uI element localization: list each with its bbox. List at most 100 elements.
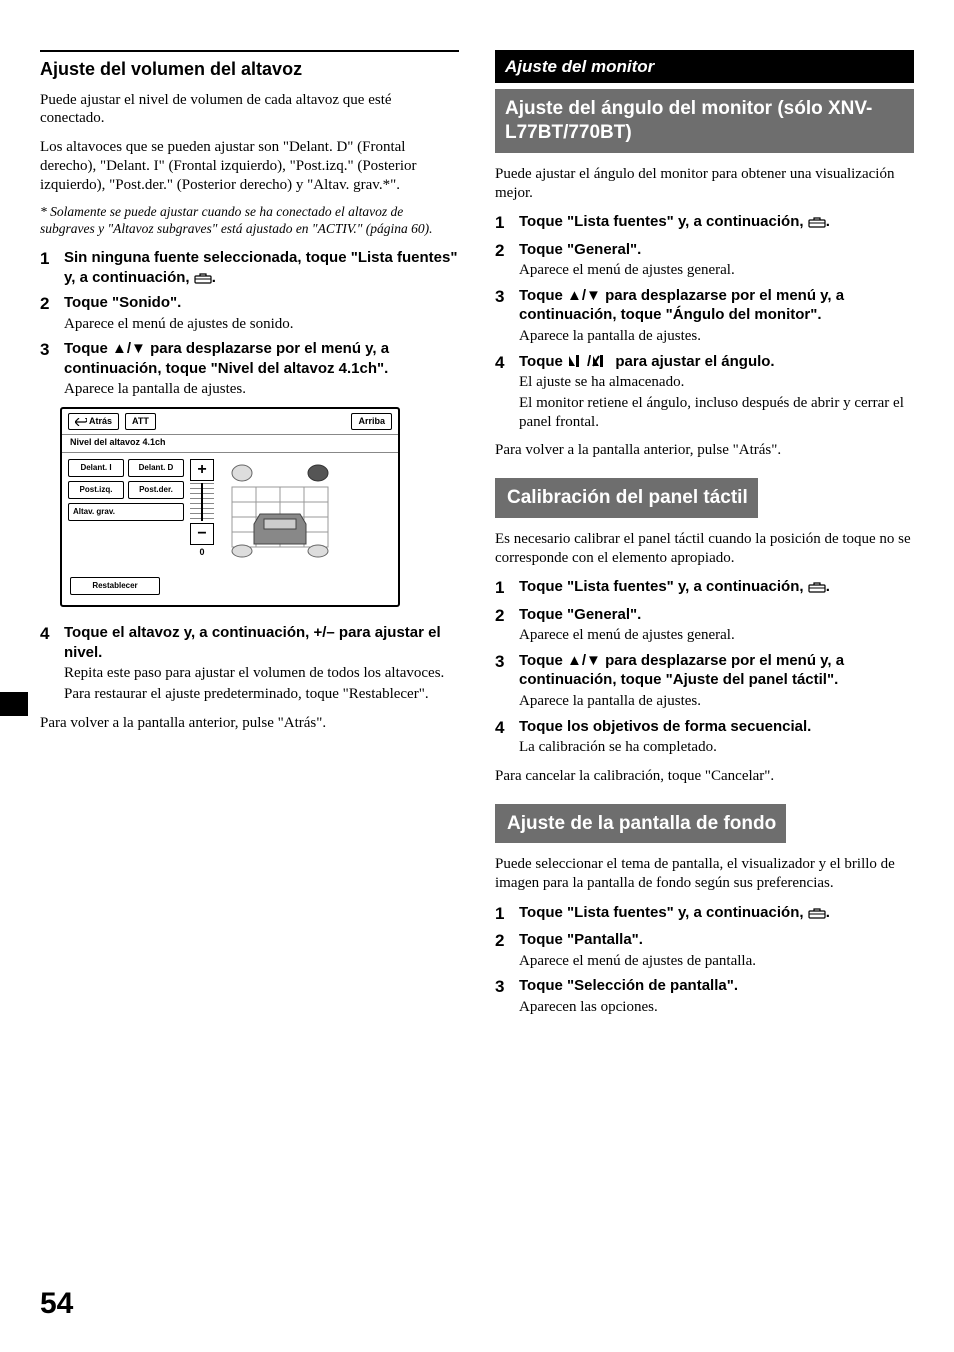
intro: Es necesario calibrar el panel táctil cu… <box>495 530 914 568</box>
step-desc: Aparece la pantalla de ajustes. <box>519 327 914 346</box>
toolbox-icon <box>808 581 826 593</box>
att-button[interactable]: ATT <box>125 413 156 430</box>
left-heading: Ajuste del volumen del altavoz <box>40 58 459 81</box>
post-der-button[interactable]: Post.der. <box>128 481 184 499</box>
step-bold: Toque los objetivos de forma secuencial. <box>519 717 914 737</box>
step: 4 Toque / para ajustar el ángulo. El aju… <box>495 352 914 432</box>
back-icon <box>75 418 87 426</box>
zero-label: 0 <box>199 547 204 558</box>
plus-minus: + − 0 <box>190 459 214 565</box>
att-label: ATT <box>132 416 149 427</box>
step-desc: Aparece el menú de ajustes de pantalla. <box>519 952 914 971</box>
altav-grav-button[interactable]: Altav. grav. <box>68 503 184 521</box>
step-desc: Aparece el menú de ajustes general. <box>519 261 914 280</box>
step-bold: Toque ▲/▼ para desplazarse por el menú y… <box>64 339 459 378</box>
minus-button[interactable]: − <box>190 523 214 545</box>
step-desc: Para restaurar el ajuste predeterminado,… <box>64 685 459 704</box>
back-button[interactable]: Atrás <box>68 413 119 430</box>
step-num: 1 <box>495 903 519 924</box>
step: 1 Toque "Lista fuentes" y, a continuació… <box>495 903 914 924</box>
speaker-buttons: Delant. I Delant. D Post.izq. Post.der. … <box>68 459 184 565</box>
ui-screenshot: Atrás ATT Arriba Nivel del altavoz 4.1ch… <box>60 407 400 607</box>
step-num: 4 <box>495 352 519 432</box>
step: 1 Toque "Lista fuentes" y, a continuació… <box>495 577 914 598</box>
step-bold: Toque el altavoz y, a continuación, +/– … <box>64 623 459 662</box>
car-diagram <box>220 459 392 565</box>
step-desc: La calibración se ha completado. <box>519 738 914 757</box>
step-bold: Toque ▲/▼ para desplazarse por el menú y… <box>519 651 914 690</box>
step-bold: Toque / para ajustar el ángulo. <box>519 352 914 372</box>
top-button[interactable]: Arriba <box>351 413 392 430</box>
step-num: 1 <box>40 248 64 287</box>
step-bold: Toque "Pantalla". <box>519 930 914 950</box>
step-num: 3 <box>495 286 519 346</box>
step: 4 Toque los objetivos de forma secuencia… <box>495 717 914 757</box>
right-steps-1: 1 Toque "Lista fuentes" y, a continuació… <box>495 212 914 431</box>
right-steps-3: 1 Toque "Lista fuentes" y, a continuació… <box>495 903 914 1017</box>
right-column: Ajuste del monitor Ajuste del ángulo del… <box>495 50 914 1023</box>
intro: Puede ajustar el ángulo del monitor para… <box>495 165 914 203</box>
step: 1 Sin ninguna fuente seleccionada, toque… <box>40 248 459 287</box>
step-bold: Toque "Selección de pantalla". <box>519 976 914 996</box>
left-column: Ajuste del volumen del altavoz Puede aju… <box>40 50 459 1023</box>
gray-heading-2: Calibración del panel táctil <box>495 478 758 518</box>
step: 3 Toque ▲/▼ para desplazarse por el menú… <box>495 651 914 711</box>
step-bold: Toque "General". <box>519 605 914 625</box>
return-text: Para volver a la pantalla anterior, puls… <box>40 714 459 733</box>
delant-i-button[interactable]: Delant. I <box>68 459 124 477</box>
return-text: Para volver a la pantalla anterior, puls… <box>495 441 914 460</box>
step-num: 4 <box>40 623 64 704</box>
step: 1 Toque "Lista fuentes" y, a continuació… <box>495 212 914 233</box>
step: 3 Toque "Selección de pantalla". Aparece… <box>495 976 914 1016</box>
step-bold: Toque "Lista fuentes" y, a continuación,… <box>519 577 914 597</box>
step: 2 Toque "General". Aparece el menú de aj… <box>495 240 914 280</box>
step-desc: Aparece el menú de ajustes general. <box>519 626 914 645</box>
step: 2 Toque "General". Aparece el menú de aj… <box>495 605 914 645</box>
left-intro-1: Puede ajustar el nivel de volumen de cad… <box>40 91 459 129</box>
step: 4 Toque el altavoz y, a continuación, +/… <box>40 623 459 704</box>
step-bold: Toque ▲/▼ para desplazarse por el menú y… <box>519 286 914 325</box>
return-text: Para cancelar la calibración, toque "Can… <box>495 767 914 786</box>
step-desc: Repita este paso para ajustar el volumen… <box>64 664 459 683</box>
step-bold: Toque "Sonido". <box>64 293 459 313</box>
step: 2 Toque "Pantalla". Aparece el menú de a… <box>495 930 914 970</box>
step-num: 2 <box>495 930 519 970</box>
level-slider[interactable] <box>190 483 214 521</box>
step-desc: Aparece la pantalla de ajustes. <box>519 692 914 711</box>
step-desc: Aparecen las opciones. <box>519 998 914 1017</box>
step-num: 1 <box>495 577 519 598</box>
black-header: Ajuste del monitor <box>495 50 914 83</box>
intro: Puede seleccionar el tema de pantalla, e… <box>495 855 914 893</box>
reset-button[interactable]: Restablecer <box>70 577 160 595</box>
toolbox-icon <box>808 216 826 228</box>
toolbox-icon <box>808 907 826 919</box>
footnote: * Solamente se puede ajustar cuando se h… <box>40 204 459 238</box>
footnote-text: Solamente se puede ajustar cuando se ha … <box>40 204 433 236</box>
post-izq-button[interactable]: Post.izq. <box>68 481 124 499</box>
page-number: 54 <box>40 1285 73 1323</box>
delant-d-button[interactable]: Delant. D <box>128 459 184 477</box>
step: 3 Toque ▲/▼ para desplazarse por el menú… <box>495 286 914 346</box>
step-desc: Aparece la pantalla de ajustes. <box>64 380 459 399</box>
plus-button[interactable]: + <box>190 459 214 481</box>
toolbox-icon <box>194 272 212 284</box>
back-label: Atrás <box>89 416 112 427</box>
step-bold: Toque "Lista fuentes" y, a continuación,… <box>519 212 914 232</box>
step-desc: El monitor retiene el ángulo, incluso de… <box>519 394 914 432</box>
footnote-marker: * <box>40 204 47 219</box>
step-desc: El ajuste se ha almacenado. <box>519 373 914 392</box>
step-num: 1 <box>495 212 519 233</box>
rule <box>40 50 459 52</box>
left-intro-2: Los altavoces que se pueden ajustar son … <box>40 138 459 194</box>
tilt-up-icon <box>591 354 611 368</box>
step-num: 3 <box>495 651 519 711</box>
step-bold: Toque "Lista fuentes" y, a continuación,… <box>519 903 914 923</box>
step-num: 4 <box>495 717 519 757</box>
right-steps-2: 1 Toque "Lista fuentes" y, a continuació… <box>495 577 914 757</box>
step: 2 Toque "Sonido". Aparece el menú de aju… <box>40 293 459 333</box>
step: 3 Toque ▲/▼ para desplazarse por el menú… <box>40 339 459 399</box>
top-label: Arriba <box>358 416 385 427</box>
step-desc: Aparece el menú de ajustes de sonido. <box>64 315 459 334</box>
step-num: 2 <box>495 605 519 645</box>
step-bold: Toque "General". <box>519 240 914 260</box>
